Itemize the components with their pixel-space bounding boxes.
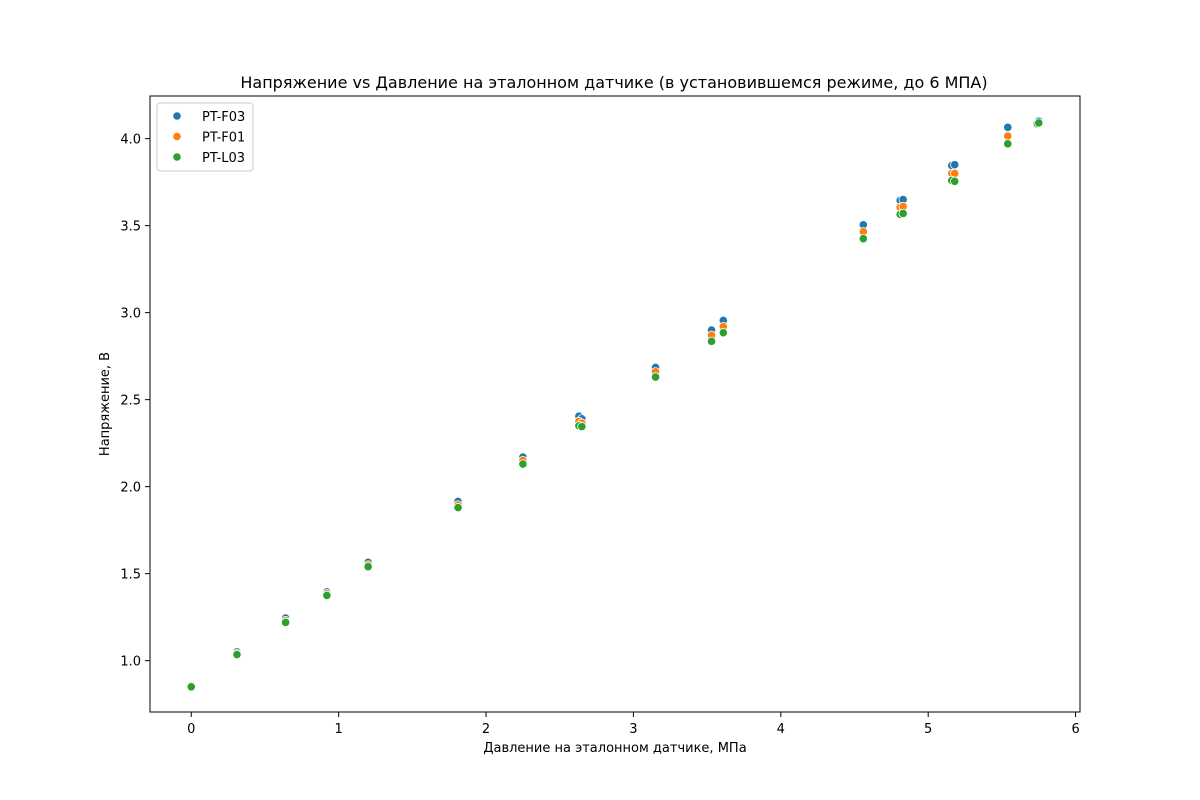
y-tick-label: 1.0 (120, 655, 141, 670)
x-tick-label: 5 (924, 722, 932, 737)
y-tick-label: 3.5 (120, 220, 141, 235)
legend: PT-F03 PT-F01 PT-L03 (156, 102, 254, 172)
data-point (1003, 131, 1013, 141)
x-tick-label: 0 (187, 722, 195, 737)
data-point (1003, 139, 1013, 149)
data-point (1034, 118, 1044, 128)
data-point (858, 234, 868, 244)
x-tick-label: 1 (335, 722, 343, 737)
y-tick-label: 1.5 (120, 568, 141, 583)
legend-box (156, 102, 254, 172)
data-point (718, 328, 728, 338)
series-pt-f01 (186, 118, 1044, 691)
x-axis-ticks: 0 1 2 3 4 5 6 (187, 712, 1080, 737)
data-point (280, 617, 291, 627)
data-point (650, 372, 661, 382)
x-tick-label: 3 (629, 722, 637, 737)
data-point (518, 459, 528, 469)
chart-title: Напряжение vs Давление на эталонном датч… (240, 73, 987, 92)
x-tick-label: 2 (482, 722, 490, 737)
legend-marker (172, 111, 182, 121)
y-axis-ticks: 1.0 1.5 2.0 2.5 3.0 3.5 4.0 (120, 133, 150, 670)
data-point (453, 502, 463, 513)
x-axis-label: Давление на эталонном датчике, МПа (483, 741, 746, 756)
data-point (232, 649, 242, 660)
y-tick-label: 3.0 (120, 307, 141, 322)
y-tick-label: 2.0 (120, 481, 141, 496)
data-point (950, 176, 960, 186)
data-point (186, 682, 196, 692)
y-axis-label: Напряжение, В (98, 352, 113, 456)
legend-label: PT-L03 (202, 151, 245, 166)
data-point (363, 562, 373, 572)
legend-label: PT-F01 (202, 131, 245, 146)
legend-label: PT-F03 (202, 110, 245, 125)
y-tick-label: 2.5 (120, 394, 141, 409)
legend-items: PT-F03 PT-F01 PT-L03 (172, 110, 245, 166)
data-point (577, 422, 587, 432)
series-pt-l03 (186, 118, 1044, 692)
data-point (706, 336, 717, 346)
data-point (1003, 122, 1013, 132)
legend-marker (172, 152, 182, 162)
x-tick-label: 4 (777, 722, 785, 737)
plot-frame (149, 95, 1081, 713)
y-tick-label: 4.0 (120, 133, 141, 148)
x-tick-label: 6 (1071, 722, 1079, 737)
data-point (898, 208, 908, 219)
data-points (186, 116, 1044, 692)
legend-marker (172, 131, 182, 142)
series-pt-f03 (186, 116, 1044, 690)
data-point (950, 160, 960, 170)
data-point (322, 590, 332, 601)
